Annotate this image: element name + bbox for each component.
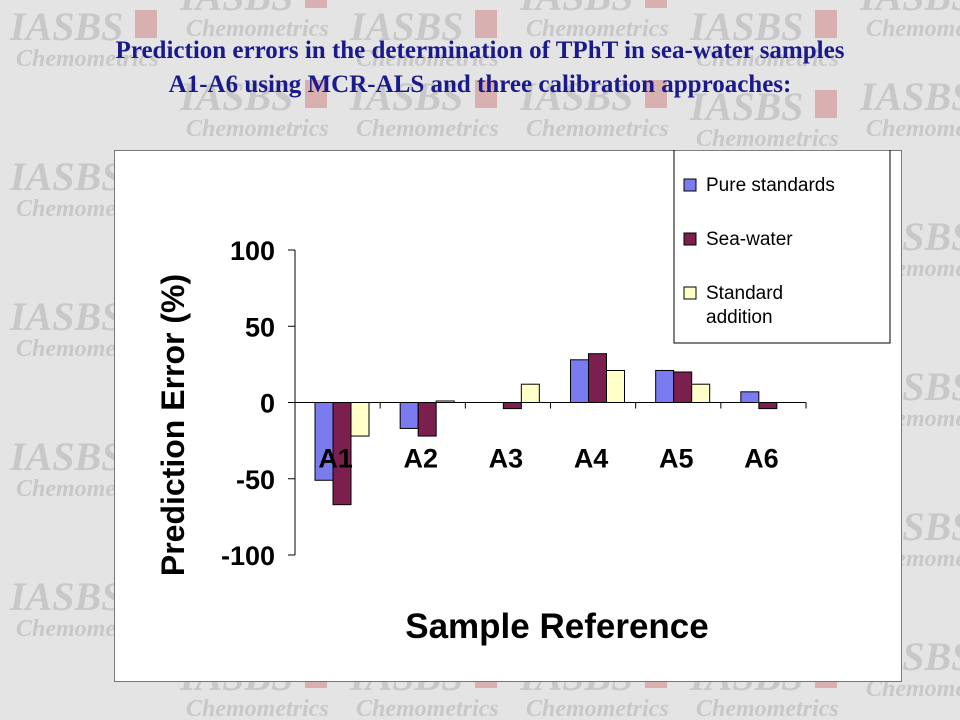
- watermark-sub: Chemometrics: [186, 116, 329, 142]
- watermark-sub: Chemometrics: [186, 696, 329, 720]
- watermark-brand: IASBS: [9, 434, 123, 479]
- title-line-2: A1-A6 using MCR-ALS and three calibratio…: [168, 71, 792, 98]
- watermark-sub: Chemometrics: [526, 116, 669, 142]
- watermark-sub: Chemometrics: [356, 116, 499, 142]
- x-tick-label: A4: [574, 444, 609, 474]
- watermark-flag-icon: [815, 90, 837, 118]
- watermark-sub: Chemometrics: [696, 126, 839, 152]
- watermark-brand: IASBS: [859, 74, 960, 119]
- x-tick-label: A3: [489, 444, 524, 474]
- watermark-sub: Chemometrics: [696, 46, 839, 72]
- x-tick-label: A2: [403, 444, 438, 474]
- bar-a4-series-2: [588, 353, 607, 403]
- watermark-brand: IASBS: [689, 84, 803, 129]
- y-tick-label: 100: [230, 236, 275, 266]
- y-tick-label: -100: [221, 541, 275, 571]
- bar-a3-series-3: [520, 383, 540, 403]
- bar-a2-series-1: [399, 402, 419, 429]
- watermark-brand: IASBS: [9, 294, 123, 339]
- watermark-brand: IASBS: [349, 74, 463, 119]
- legend-swatch: [683, 232, 697, 246]
- bar-a6-series-1: [740, 391, 760, 403]
- bar-a6-series-2: [758, 402, 778, 410]
- legend-label: Pure standards: [706, 175, 835, 196]
- y-axis-title: Prediction Error (%): [155, 274, 191, 576]
- legend-swatch: [683, 286, 697, 300]
- bar-a5-series-3: [691, 383, 711, 403]
- bar-a4-series-1: [570, 359, 589, 404]
- bar-a2-series-2: [417, 402, 437, 437]
- bar-a3-series-2: [502, 402, 522, 410]
- watermark-flag-icon: [645, 0, 667, 8]
- watermark-brand: IASBS: [179, 0, 293, 19]
- y-tick-label: -50: [236, 465, 275, 495]
- watermark-brand: IASBS: [349, 4, 463, 49]
- watermark-sub: Chemometrics: [186, 16, 329, 42]
- watermark-sub: Chemometrics: [356, 46, 499, 72]
- watermark-brand: IASBS: [9, 154, 123, 199]
- y-tick-label: 50: [245, 312, 275, 342]
- watermark-sub: Chemometrics: [866, 116, 960, 142]
- legend: Pure standards Sea-water Standard addition: [673, 150, 891, 344]
- watermark-flag-icon: [815, 10, 837, 38]
- bar-chart: -100 -50 0 50 100 A1 A2 A3 A4 A5 A6 Sample Referenc…: [155, 150, 891, 646]
- x-tick-label: A1: [318, 444, 353, 474]
- y-tick-label: 0: [260, 389, 275, 419]
- watermark-sub: Chemometrics: [526, 696, 669, 720]
- bar-a1-series-3: [350, 402, 370, 437]
- watermark-brand: IASBS: [519, 0, 633, 19]
- bars-layer: [314, 353, 778, 506]
- watermark-brand: IASBS: [859, 0, 960, 19]
- watermark-brand: IASBS: [519, 74, 633, 119]
- watermark-sub: Chemometrics: [526, 16, 669, 42]
- watermark-flag-icon: [135, 10, 157, 38]
- watermark-brand: IASBS: [9, 574, 123, 619]
- watermark-brand: IASBS: [179, 74, 293, 119]
- watermark-flag-icon: [305, 80, 327, 108]
- legend-swatch: [683, 178, 697, 192]
- bar-a5-series-2: [673, 371, 693, 403]
- watermark-flag-icon: [645, 80, 667, 108]
- labels-layer: -100 -50 0 50 100 A1 A2 A3 A4 A5 A6 Sample Referenc…: [155, 236, 779, 646]
- page-title: Prediction errors in the determination o…: [0, 34, 960, 102]
- x-axis-title: Sample Reference: [405, 607, 708, 646]
- watermark-flag-icon: [475, 80, 497, 108]
- watermark-sub: Chemometrics: [866, 16, 960, 42]
- legend-label: Sea-water: [706, 229, 793, 250]
- bar-a4-series-3: [606, 369, 625, 404]
- watermark-brand: IASBS: [689, 4, 803, 49]
- legend-box: [673, 150, 891, 344]
- watermark-sub: Chemometrics: [696, 696, 839, 720]
- bar-a5-series-1: [655, 369, 675, 404]
- x-tick-label: A6: [744, 444, 779, 474]
- watermark-flag-icon: [475, 10, 497, 38]
- axes-layer: [288, 249, 807, 556]
- watermark-sub: Chemometrics: [356, 696, 499, 720]
- title-line-1: Prediction errors in the determination o…: [115, 37, 845, 64]
- watermark-sub: Chemometrics: [16, 46, 159, 72]
- watermark-brand: IASBS: [9, 4, 123, 49]
- x-tick-label: A5: [659, 444, 694, 474]
- watermark-flag-icon: [305, 0, 327, 8]
- legend-label: Standard addition: [706, 283, 783, 328]
